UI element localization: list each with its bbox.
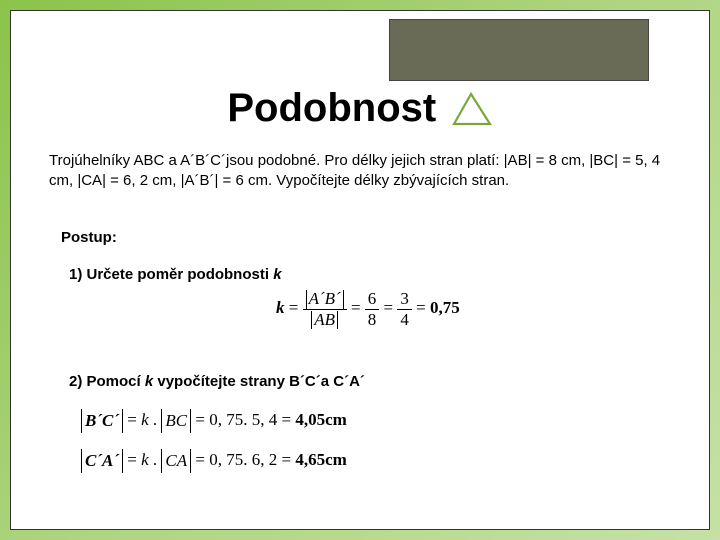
dot-ca: . (153, 450, 162, 469)
step1-text: 1) Určete poměr podobnosti (69, 266, 273, 283)
formula-ca: C´A´ = k . CA = 0, 75. 6, 2 = 4,65cm (81, 449, 347, 473)
eq-sign: = (289, 298, 303, 317)
frac-68: 6 8 (365, 289, 380, 329)
bc-k: k (141, 410, 149, 429)
bc-calc: 0, 75. 5, 4 (209, 410, 277, 429)
dot-bc: . (153, 410, 162, 429)
frac-34-den: 4 (397, 310, 412, 330)
problem-text: Trojúhelníky ABC a A´B´C´jsou podobné. P… (49, 151, 671, 192)
ca-lhs: C´A´ (81, 449, 123, 473)
formula-k: k = A´B´ AB = 6 8 = 3 4 = 0,75 (276, 289, 460, 329)
formula-bc: B´C´ = k . BC = 0, 75. 5, 4 = 4,05cm (81, 409, 347, 433)
frac-ab-num: A´B´ (306, 290, 344, 309)
bc-lhs: B´C´ (81, 409, 123, 433)
step1-label: 1) Určete poměr podobnosti k (69, 266, 282, 283)
eq-ca-2: = (195, 450, 209, 469)
eq-bc-2: = (195, 410, 209, 429)
title-row: Podobnost (11, 86, 709, 131)
header-rect (389, 19, 649, 81)
eq-ca-3: = (281, 450, 295, 469)
k-var: k (276, 298, 285, 317)
step1-var: k (273, 266, 281, 283)
frac-ab: A´B´ AB (303, 289, 347, 329)
postup-label: Postup: (61, 229, 117, 246)
frac-68-den: 8 (365, 310, 380, 330)
page-title: Podobnost (227, 86, 436, 131)
eq-sign-3: = (384, 298, 398, 317)
eq-sign-2: = (351, 298, 365, 317)
frac-34-num: 3 (397, 289, 412, 310)
eq-ca-1: = (127, 450, 141, 469)
k-result: 0,75 (430, 298, 460, 317)
frac-34: 3 4 (397, 289, 412, 329)
step2-label: 2) Pomocí k vypočítejte strany B´C´a C´A… (69, 373, 365, 390)
ca-abs: CA (161, 449, 191, 473)
step2-post: vypočítejte strany B´C´a C´A´ (153, 373, 365, 390)
bc-abs: BC (161, 409, 191, 433)
ca-result: 4,65cm (295, 450, 346, 469)
eq-bc-3: = (281, 410, 295, 429)
ca-calc: 0, 75. 6, 2 (209, 450, 277, 469)
ca-k: k (141, 450, 149, 469)
eq-sign-4: = (416, 298, 430, 317)
triangle-icon (451, 91, 493, 127)
frac-68-num: 6 (365, 289, 380, 310)
slide-page: Podobnost Trojúhelníky ABC a A´B´C´jsou … (10, 10, 710, 530)
frac-ab-den: AB (311, 311, 338, 330)
step2-var: k (145, 373, 153, 390)
step2-pre: 2) Pomocí (69, 373, 145, 390)
eq-bc-1: = (127, 410, 141, 429)
bc-result: 4,05cm (295, 410, 346, 429)
